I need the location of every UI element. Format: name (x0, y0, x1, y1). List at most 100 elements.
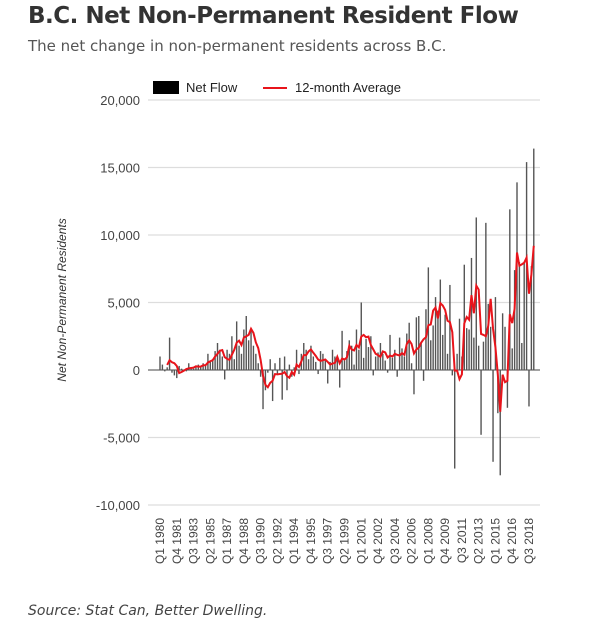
bar (192, 368, 195, 370)
bar (336, 359, 339, 370)
bar (271, 370, 274, 402)
bar (473, 337, 475, 370)
bar (204, 365, 207, 370)
legend: Net Flow 12-month Average (153, 80, 401, 95)
bar (185, 370, 188, 372)
bar (418, 316, 420, 370)
bar (240, 353, 243, 370)
y-tick-label: 15,000 (100, 161, 140, 176)
bar (281, 370, 283, 400)
x-tick-label: Q3 1990 (254, 518, 268, 564)
x-tick-label: Q4 2016 (505, 518, 519, 564)
x-tick-label: Q4 2002 (371, 518, 385, 564)
bar (219, 349, 221, 370)
bar (331, 349, 334, 370)
bar (255, 353, 257, 370)
x-tick-label: Q1 1980 (153, 518, 167, 564)
x-tick-label: Q1 2001 (354, 518, 368, 564)
bar (485, 222, 487, 370)
bar (451, 370, 454, 376)
bar (293, 367, 295, 370)
bar (195, 365, 197, 370)
bar (310, 345, 312, 370)
bar (264, 370, 267, 391)
bar (214, 351, 216, 370)
bar (444, 314, 446, 370)
x-tick-label: Q2 1985 (203, 518, 217, 564)
x-tick-label: Q1 2008 (421, 518, 435, 564)
bar (413, 370, 415, 395)
x-tick-label: Q4 2009 (438, 518, 452, 564)
bar (365, 338, 367, 370)
average-line (166, 245, 535, 412)
bar (470, 257, 473, 370)
bar (317, 370, 319, 375)
bar (324, 359, 327, 370)
bar (374, 356, 377, 370)
bar (370, 336, 372, 370)
bar (480, 370, 482, 435)
bar (372, 370, 374, 376)
bar (394, 349, 396, 370)
bar (506, 370, 509, 408)
x-tick-label: Q3 2004 (388, 518, 402, 564)
bar (454, 370, 456, 469)
source-note: Source: Stat Can, Better Dwelling. (28, 603, 268, 619)
bar (425, 309, 427, 370)
bar (513, 270, 516, 370)
bar (173, 370, 176, 376)
x-tick-label: Q1 1987 (220, 518, 234, 564)
bar (288, 364, 291, 370)
y-tick-label: 5,000 (107, 296, 140, 311)
bar (396, 370, 398, 377)
bar (171, 370, 173, 373)
bar (427, 267, 430, 370)
x-tick-label: Q1 1994 (287, 518, 301, 564)
bar (509, 209, 511, 370)
x-tick-label: Q4 1981 (170, 518, 184, 564)
bar (420, 343, 422, 370)
bar (497, 370, 499, 414)
bar (164, 370, 166, 372)
bar (180, 368, 183, 370)
bar (487, 303, 489, 370)
y-tick-label: 20,000 (100, 93, 140, 108)
bar (243, 329, 245, 370)
y-axis-label: Net Non-Permanent Residents (55, 218, 69, 381)
bar (504, 326, 506, 370)
bar (523, 263, 525, 370)
bar (250, 329, 252, 370)
bar (238, 345, 240, 370)
bar (159, 356, 161, 370)
bar (247, 340, 250, 370)
bar (295, 349, 298, 370)
bar (463, 264, 465, 370)
x-tick-label: Q3 2018 (522, 518, 536, 564)
bar (233, 359, 235, 370)
bar (367, 347, 370, 370)
bar (298, 370, 300, 375)
bar (252, 345, 255, 370)
bar (501, 313, 504, 370)
bar (228, 353, 231, 370)
bar (410, 363, 413, 370)
bar (437, 310, 439, 370)
bar (415, 317, 418, 370)
bar (267, 370, 269, 373)
x-tick-label: Q2 2013 (472, 518, 486, 564)
bar (221, 356, 223, 370)
bar (434, 297, 437, 370)
bar (212, 359, 214, 370)
x-tick-label: Q3 1983 (187, 518, 201, 564)
bar (391, 357, 394, 370)
bar (327, 370, 329, 384)
bar (518, 262, 521, 370)
bar (341, 330, 343, 370)
chart-title: B.C. Net Non-Permanent Resident Flow (28, 3, 519, 29)
legend-label-net-flow: Net Flow (186, 80, 238, 95)
bar (216, 343, 219, 370)
chart-subtitle: The net change in non-permanent resident… (28, 37, 447, 55)
bar (446, 353, 449, 370)
x-tick-label: Q2 2006 (405, 518, 419, 564)
bar (492, 370, 494, 462)
